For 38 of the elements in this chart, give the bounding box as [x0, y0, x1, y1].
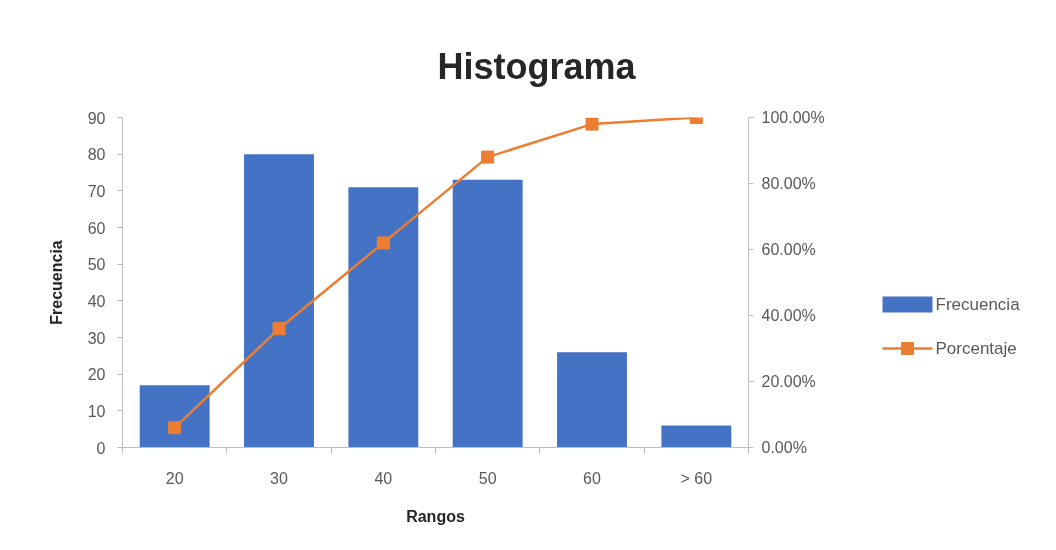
y-tick-label: 90 [87, 109, 106, 127]
y2-tick-label: 40.00% [761, 307, 816, 324]
x-tick-label: 60 [583, 469, 601, 487]
y-tick-label: 10 [87, 402, 106, 420]
bar [452, 179, 523, 448]
y-tick-label: 30 [87, 329, 106, 347]
bar [244, 154, 314, 448]
bar [557, 352, 627, 448]
y2-tick-label: 100.00% [761, 109, 825, 126]
bar [348, 187, 419, 448]
chart-title: Histograma [437, 45, 637, 87]
point [585, 117, 599, 131]
legend-label: Porcentaje [935, 339, 1017, 358]
y-axis-title: Frecuencia [47, 240, 65, 325]
point [272, 322, 286, 336]
bar [661, 425, 732, 448]
x-tick-label: 30 [270, 469, 288, 487]
x-axis-title: Rangos [406, 507, 465, 525]
x-tick-label: 40 [374, 469, 393, 487]
y-tick-label: 20 [87, 366, 106, 384]
legend-label: Frecuencia [935, 295, 1021, 314]
y-tick-label: 0 [96, 439, 106, 457]
point [168, 421, 182, 435]
y-tick-label: 70 [87, 182, 106, 200]
bar [139, 385, 210, 448]
x-tick-label: 20 [165, 469, 184, 487]
point [376, 236, 390, 250]
y-tick-label: 60 [87, 219, 106, 237]
point [481, 150, 495, 164]
y2-tick-label: 0.00% [761, 439, 807, 456]
y-tick-label: 40 [87, 292, 106, 310]
y2-tick-label: 20.00% [761, 373, 816, 390]
y-tick-label: 50 [87, 256, 106, 274]
x-tick-label: > 60 [680, 469, 713, 487]
x-tick-label: 50 [478, 469, 497, 487]
y-tick-label: 80 [87, 146, 106, 164]
y2-tick-label: 80.00% [761, 175, 816, 192]
y2-tick-label: 60.00% [761, 241, 816, 258]
